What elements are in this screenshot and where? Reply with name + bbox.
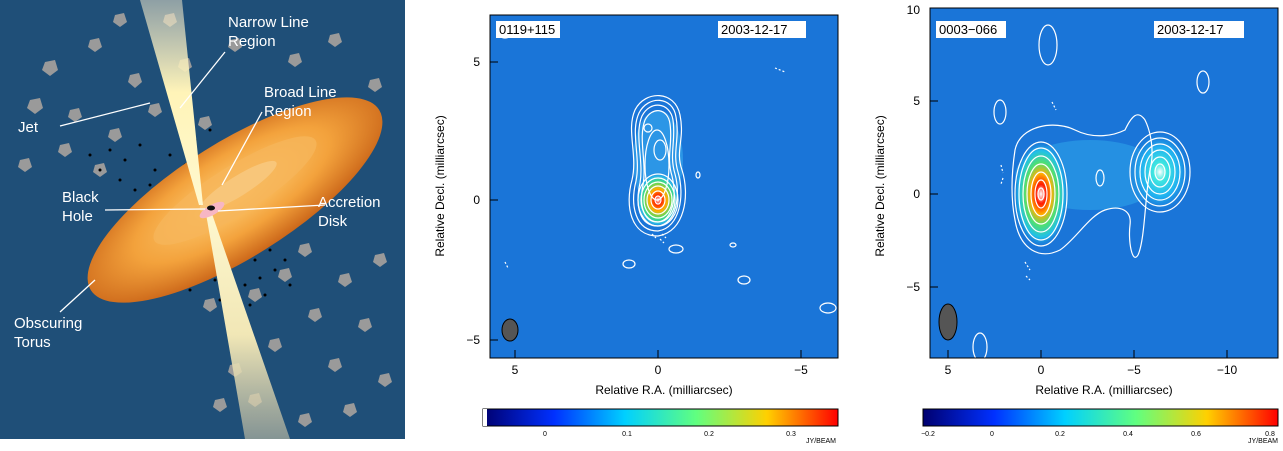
label-black-hole-2: Hole: [62, 208, 93, 225]
map1-xtick-1: 5: [512, 363, 519, 377]
map2-cbar-tick-6: 0.8: [1265, 431, 1275, 438]
label-jet: Jet: [18, 119, 39, 136]
map1-xtick-3: −5: [794, 363, 808, 377]
map2-cbar-tick-5: 0.6: [1191, 431, 1201, 438]
vlbi-map-0119-svg: 5 0 −5 5 0 −5 Relative R.A. (milliarcsec…: [433, 14, 839, 445]
map2-source-tag: 0003−066: [939, 22, 997, 37]
map2-cbar-unit: JY/BEAM: [1248, 438, 1278, 445]
map1-cbar-tick-1: 0: [543, 431, 547, 438]
map1-source-tag: 0119+115: [499, 22, 555, 37]
map2-cbar-tick-2: 0: [990, 431, 994, 438]
map2-xlabel: Relative R.A. (milliarcsec): [1035, 383, 1172, 397]
map1-ytick-2: 0: [473, 193, 480, 207]
map2-date-tag: 2003-12-17: [1157, 22, 1224, 37]
map1-date-tag: 2003-12-17: [721, 22, 788, 37]
agn-diagram: Narrow Line Region Broad Line Region Jet…: [0, 0, 405, 439]
agn-diagram-panel: Narrow Line Region Broad Line Region Jet…: [0, 0, 405, 439]
map1-ytick-1: 5: [473, 55, 480, 69]
map2-date-tag-box: [1154, 21, 1244, 38]
map2-beam: [938, 303, 958, 341]
map2-xtick-1: 5: [945, 363, 952, 377]
map2-xtick-3: −5: [1127, 363, 1141, 377]
map1-cbar-unit: JY/BEAM: [806, 438, 836, 445]
map1-cbar-tick-3: 0.2: [704, 431, 714, 438]
map1-cbar-tick-4: 0.3: [786, 431, 796, 438]
vlbi-map-0003: 10 5 0 −5 5 0 −5 −10 Relative R.A. (mill…: [870, 0, 1283, 446]
vlbi-map-0003-svg: 10 5 0 −5 5 0 −5 −10 Relative R.A. (mill…: [873, 3, 1279, 445]
vlbi-map-0119: 5 0 −5 5 0 −5 Relative R.A. (milliarcsec…: [430, 0, 850, 446]
label-obscuring-torus-2: Torus: [14, 334, 51, 351]
map1-frame: [489, 14, 839, 359]
map1-colorbar-min: [483, 409, 487, 426]
label-accretion-disk-1: Accretion: [318, 194, 381, 211]
map2-ytick-1: 10: [907, 3, 921, 17]
map2-xtick-4: −10: [1217, 363, 1238, 377]
map1-tick-marks: [490, 61, 802, 358]
map1-source-tag-box: [496, 21, 560, 38]
map2-ytick-3: 0: [913, 187, 920, 201]
label-broad-line-region-1: Broad Line: [264, 84, 337, 101]
map2-cbar-tick-1: −0.2: [921, 431, 935, 438]
label-accretion-disk-2: Disk: [318, 213, 348, 230]
label-narrow-line-region-2: Region: [228, 33, 276, 50]
label-broad-line-region-2: Region: [264, 103, 312, 120]
map1-xtick-2: 0: [655, 363, 662, 377]
map2-ytick-4: −5: [906, 280, 920, 294]
map2-ylabel: Relative Decl. (milliarcsec): [873, 115, 887, 256]
map1-beam: [501, 318, 519, 342]
map1-ylabel: Relative Decl. (milliarcsec): [433, 115, 447, 256]
map1-cbar-tick-2: 0.1: [622, 431, 632, 438]
obscuring-torus: [87, 97, 383, 303]
label-black-hole-1: Black: [62, 189, 99, 206]
map1-date-tag-box: [718, 21, 806, 38]
map2-xtick-2: 0: [1038, 363, 1045, 377]
map1-colorbar: [482, 408, 839, 427]
narrow-line-clouds: [18, 13, 392, 427]
label-obscuring-torus-1: Obscuring: [14, 315, 82, 332]
jet-lower: [205, 208, 290, 439]
map2-core: [1013, 140, 1069, 248]
label-narrow-line-region-1: Narrow Line: [228, 14, 309, 31]
map1-ytick-3: −5: [466, 333, 480, 347]
map2-frame: [929, 7, 1279, 359]
map2-tick-marks: [930, 7, 1228, 358]
map1-xlabel: Relative R.A. (milliarcsec): [595, 383, 732, 397]
map2-ytick-2: 5: [913, 94, 920, 108]
leader-lines: [59, 51, 326, 313]
map2-cbar-tick-4: 0.4: [1123, 431, 1133, 438]
map2-colorbar: [922, 408, 1279, 427]
jet-upper: [140, 0, 203, 205]
map2-source-tag-box: [936, 21, 1006, 38]
map2-cbar-tick-3: 0.2: [1055, 431, 1065, 438]
black-hole: [207, 205, 215, 211]
map2-knot: [1128, 130, 1192, 214]
map2-contours: [972, 24, 1210, 362]
